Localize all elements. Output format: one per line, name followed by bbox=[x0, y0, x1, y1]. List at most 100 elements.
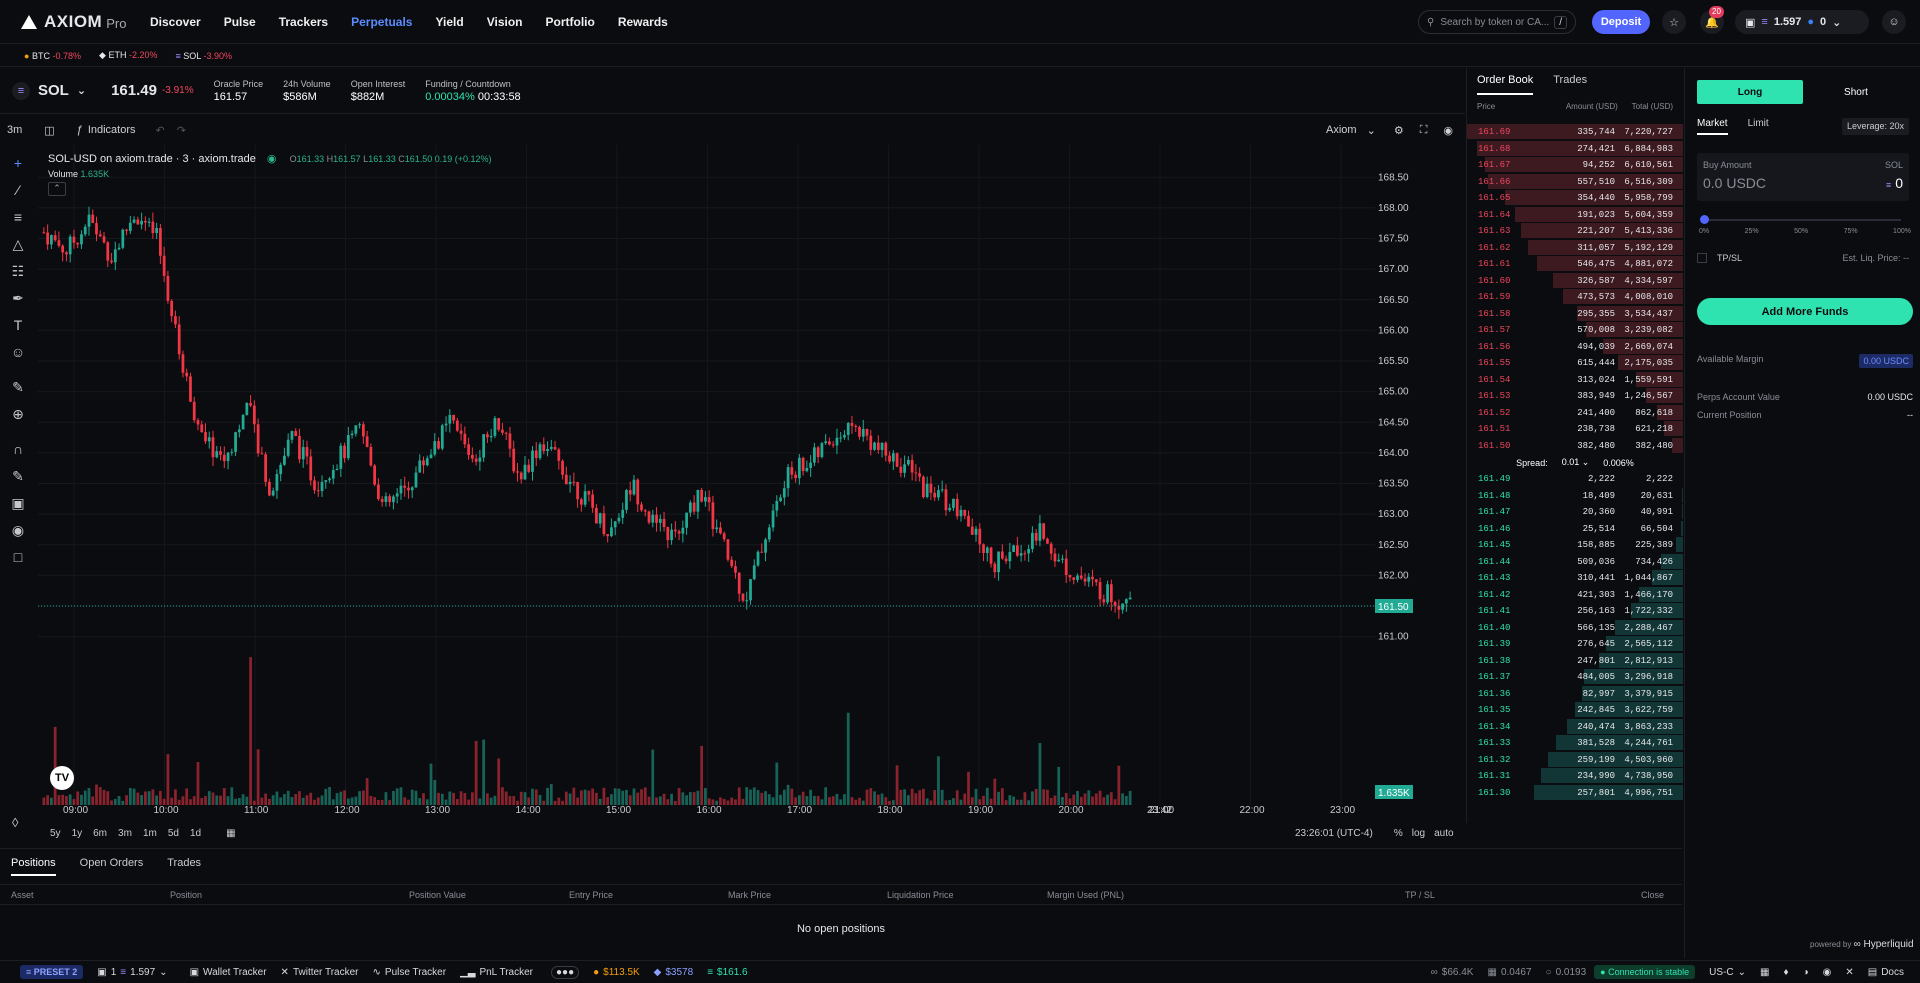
bid-row[interactable]: 161.37 484,005 3,296,918 bbox=[1467, 669, 1683, 686]
deposit-button[interactable]: Deposit bbox=[1592, 10, 1650, 34]
trash-icon[interactable]: □ bbox=[13, 549, 23, 565]
nav-perpetuals[interactable]: Perpetuals bbox=[351, 14, 413, 29]
timeframe-option[interactable]: 1m bbox=[142, 828, 157, 839]
preset-button[interactable]: ≡ PRESET 2 bbox=[20, 965, 84, 979]
candle-type-icon[interactable]: ◫ bbox=[44, 124, 55, 137]
tab-market[interactable]: Market bbox=[1697, 118, 1728, 135]
ask-row[interactable]: 161.68 274,421 6,884,983 bbox=[1467, 140, 1683, 158]
palette-icon[interactable]: ◑ bbox=[1802, 966, 1809, 978]
bid-row[interactable]: 161.43 310,441 1,044,867 bbox=[1467, 570, 1683, 587]
date-range-icon[interactable]: ▦ bbox=[226, 828, 236, 839]
wallet-dropdown[interactable]: ▣ ≡ 1.597 ● 0 ⌄ bbox=[1735, 10, 1869, 34]
ask-row[interactable]: 161.61 546,475 4,881,072 bbox=[1467, 256, 1683, 273]
interval-selector[interactable]: 3m bbox=[7, 124, 23, 136]
timeframe-option[interactable]: 6m bbox=[93, 828, 108, 839]
column-header[interactable]: Position Value bbox=[409, 890, 466, 900]
fib-icon[interactable]: ≡ bbox=[13, 209, 23, 225]
nav-portfolio[interactable]: Portfolio bbox=[545, 14, 595, 29]
tab-order-book[interactable]: Order Book bbox=[1477, 74, 1534, 95]
short-button[interactable]: Short bbox=[1844, 86, 1868, 98]
timeframe-option[interactable]: 1d bbox=[189, 828, 202, 839]
eye-icon[interactable]: ◉ bbox=[11, 522, 25, 538]
layers-icon[interactable]: ◊ bbox=[12, 815, 19, 830]
bid-row[interactable]: 161.49 2,222 2,222 bbox=[1467, 471, 1683, 488]
camera-icon[interactable]: ◉ bbox=[1443, 124, 1453, 137]
bid-row[interactable]: 161.46 25,514 66,504 bbox=[1467, 520, 1683, 538]
column-header[interactable]: Asset bbox=[11, 890, 34, 900]
ask-row[interactable]: 161.66 557,510 6,516,309 bbox=[1467, 173, 1683, 191]
long-button[interactable]: Long bbox=[1697, 80, 1803, 104]
timeframe-option[interactable]: 5y bbox=[50, 828, 61, 839]
nav-discover[interactable]: Discover bbox=[150, 14, 201, 29]
ask-row[interactable]: 161.55 615,444 2,175,035 bbox=[1467, 355, 1683, 372]
ask-row[interactable]: 161.54 313,024 1,559,591 bbox=[1467, 371, 1683, 389]
bid-row[interactable]: 161.34 240,474 3,863,233 bbox=[1467, 718, 1683, 736]
tab-trades[interactable]: Trades bbox=[1553, 74, 1588, 86]
emoji-icon[interactable]: ☺ bbox=[10, 344, 26, 360]
user-settings-icon[interactable]: ☺ bbox=[1882, 10, 1906, 34]
auto-toggle[interactable]: auto bbox=[1434, 828, 1454, 839]
x-icon[interactable]: ✕ bbox=[1845, 966, 1854, 978]
column-header[interactable]: Position bbox=[170, 890, 203, 900]
redo-icon[interactable]: ↷ bbox=[176, 124, 186, 137]
tpsl-checkbox[interactable] bbox=[1697, 253, 1707, 263]
column-header[interactable]: TP / SL bbox=[1405, 890, 1435, 900]
ask-row[interactable]: 161.50 382,480 382,480 bbox=[1467, 437, 1683, 455]
bid-row[interactable]: 161.30 257,801 4,996,751 bbox=[1467, 784, 1683, 802]
zoom-icon[interactable]: ⊕ bbox=[12, 406, 24, 422]
text-icon[interactable]: T bbox=[13, 317, 23, 333]
collapse-legend-icon[interactable]: ⌃ bbox=[48, 182, 66, 196]
ruler-icon[interactable]: ✎ bbox=[12, 379, 24, 395]
bid-row[interactable]: 161.38 247,801 2,812,913 bbox=[1467, 652, 1683, 670]
bid-row[interactable]: 161.41 256,163 1,722,332 bbox=[1467, 603, 1683, 620]
ask-row[interactable]: 161.51 238,738 621,218 bbox=[1467, 421, 1683, 438]
available-margin-value[interactable]: 0.00 USDC bbox=[1859, 354, 1913, 368]
tab-limit[interactable]: Limit bbox=[1747, 118, 1769, 129]
log-toggle[interactable]: log bbox=[1411, 828, 1426, 839]
nav-vision[interactable]: Vision bbox=[486, 14, 523, 29]
ask-row[interactable]: 161.65 354,440 5,958,799 bbox=[1467, 190, 1683, 207]
spread-step-selector[interactable]: 0.01 ⌄ bbox=[1561, 457, 1590, 467]
bid-row[interactable]: 161.45 158,885 225,389 bbox=[1467, 537, 1683, 554]
bid-row[interactable]: 161.32 259,199 4,503,960 bbox=[1467, 751, 1683, 769]
column-header[interactable]: Liquidation Price bbox=[887, 890, 954, 900]
buy-amount-input[interactable]: 0.0 USDC bbox=[1703, 175, 1767, 191]
ask-row[interactable]: 161.62 311,057 5,192,129 bbox=[1467, 239, 1683, 257]
ask-row[interactable]: 161.56 494,039 2,669,074 bbox=[1467, 338, 1683, 356]
ask-row[interactable]: 161.57 570,008 3,239,082 bbox=[1467, 322, 1683, 339]
pattern-icon[interactable]: △ bbox=[12, 236, 24, 252]
nav-pulse[interactable]: Pulse bbox=[223, 14, 256, 29]
tab-trades[interactable]: Trades bbox=[167, 857, 202, 869]
bid-row[interactable]: 161.36 82,997 3,379,915 bbox=[1467, 685, 1683, 703]
bid-row[interactable]: 161.40 566,135 2,288,467 bbox=[1467, 619, 1683, 637]
logo[interactable]: AXIOM Pro bbox=[20, 12, 150, 32]
nav-rewards[interactable]: Rewards bbox=[617, 14, 668, 29]
buy-amount-field[interactable]: Buy Amount SOL 0.0 USDC ≡ 0 bbox=[1697, 153, 1909, 201]
column-header[interactable]: Entry Price bbox=[569, 890, 614, 900]
chevron-down-icon[interactable]: ⌄ bbox=[1366, 124, 1376, 137]
ticker-btc[interactable]: ● BTC -0.78% bbox=[24, 51, 81, 61]
timeframe-option[interactable]: 3m bbox=[118, 828, 132, 839]
trend-line-icon[interactable]: ⁄ bbox=[16, 182, 20, 198]
ask-row[interactable]: 161.60 326,587 4,334,597 bbox=[1467, 272, 1683, 290]
wallet-selector[interactable]: ▣ 1 ≡ 1.597 ⌄ bbox=[97, 967, 167, 978]
ask-row[interactable]: 161.59 473,573 4,008,010 bbox=[1467, 289, 1683, 306]
indicators-button[interactable]: ƒ Indicators bbox=[77, 124, 136, 136]
lock-drawing-icon[interactable]: ✎ bbox=[12, 468, 24, 484]
twitter-tracker-link[interactable]: ✕ Twitter Tracker bbox=[281, 967, 359, 978]
nav-trackers[interactable]: Trackers bbox=[278, 14, 329, 29]
timeframe-option[interactable]: 1y bbox=[71, 828, 83, 839]
ask-row[interactable]: 161.63 221,207 5,413,336 bbox=[1467, 223, 1683, 240]
tab-open-orders[interactable]: Open Orders bbox=[79, 857, 144, 869]
bid-row[interactable]: 161.42 421,303 1,466,170 bbox=[1467, 586, 1683, 604]
pnl-tracker-link[interactable]: ▁▃ PnL Tracker bbox=[460, 967, 533, 978]
projection-icon[interactable]: ☷ bbox=[11, 263, 25, 279]
ask-row[interactable]: 161.58 295,355 3,534,437 bbox=[1467, 305, 1683, 323]
bid-row[interactable]: 161.33 381,528 4,244,761 bbox=[1467, 735, 1683, 752]
bid-row[interactable]: 161.35 242,845 3,622,759 bbox=[1467, 702, 1683, 719]
discord-icon[interactable]: ◉ bbox=[1822, 966, 1832, 978]
docs-link[interactable]: ▤ Docs bbox=[1868, 967, 1904, 978]
add-funds-button[interactable]: Add More Funds bbox=[1697, 298, 1913, 325]
percent-toggle[interactable]: % bbox=[1393, 828, 1403, 839]
column-header[interactable]: Margin Used (PNL) bbox=[1047, 890, 1125, 900]
